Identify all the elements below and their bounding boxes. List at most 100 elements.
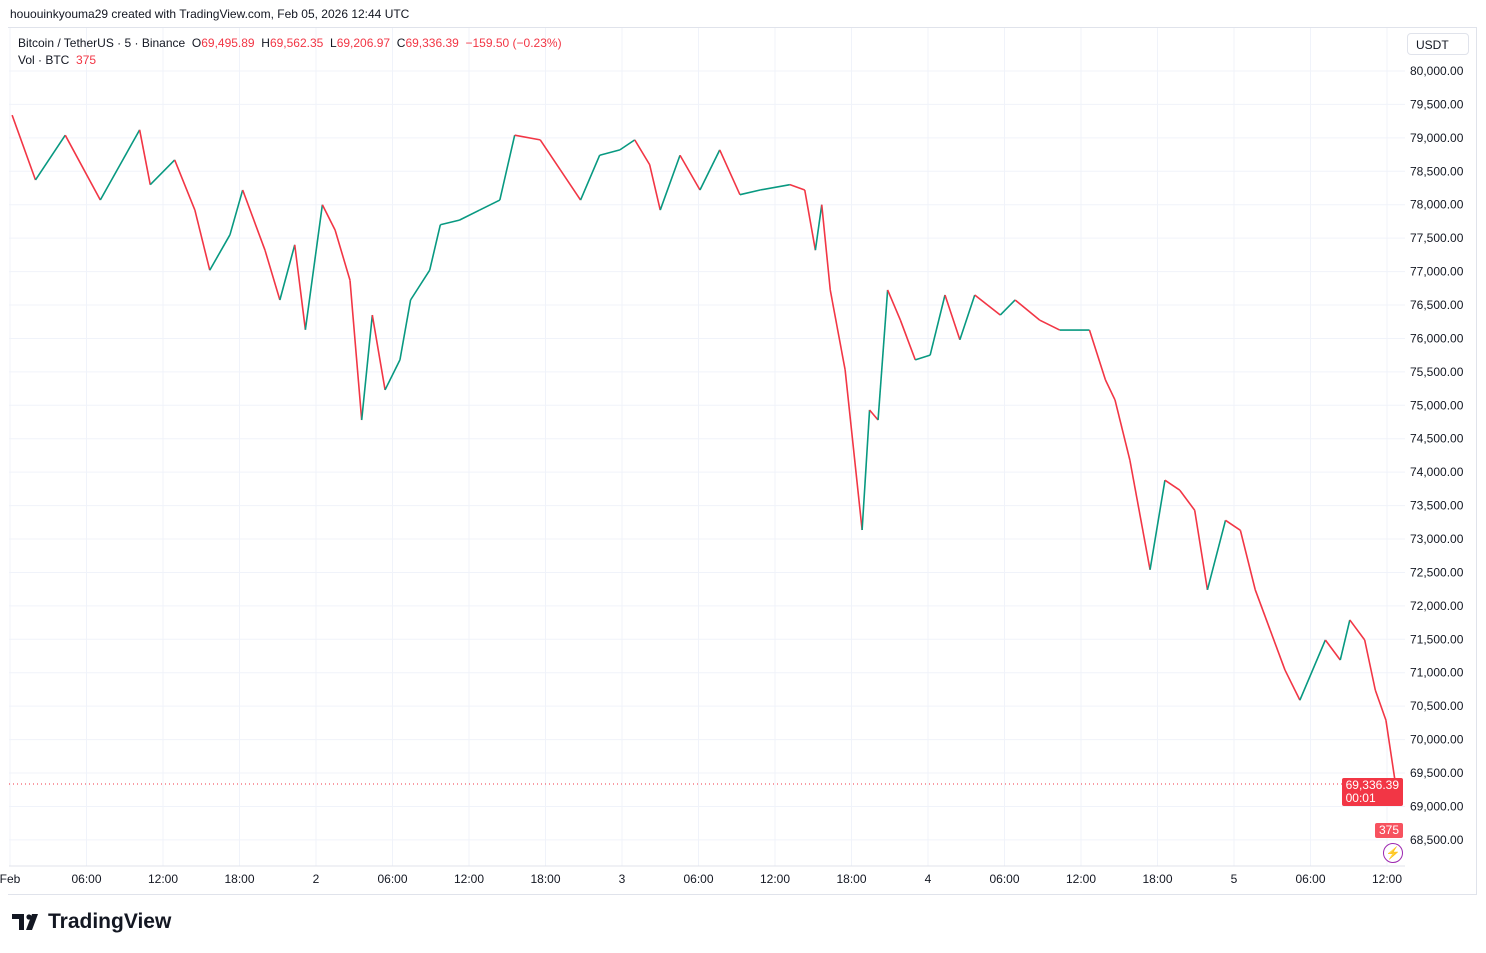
last-price: 69,336.39 (1345, 778, 1399, 792)
y-tick-label: 77,500.00 (1410, 231, 1464, 245)
candle (428, 224, 442, 271)
candle (1206, 520, 1227, 591)
last-price-tag: 69,336.39 00:01 (1341, 778, 1403, 806)
y-tick-label: 70,000.00 (1410, 733, 1464, 747)
candle (360, 314, 374, 421)
x-tick-label: 06:00 (377, 872, 407, 886)
y-tick-label: 72,000.00 (1410, 599, 1464, 613)
y-tick-label: 71,500.00 (1410, 632, 1464, 646)
x-tick-label: 2 (313, 872, 320, 886)
candle (1114, 399, 1131, 461)
candle (759, 183, 791, 191)
candle (99, 129, 141, 201)
x-tick-label: 18:00 (530, 872, 560, 886)
candle (384, 359, 401, 391)
candle (1374, 689, 1387, 721)
y-tick-label: 74,500.00 (1410, 432, 1464, 446)
y-tick-label: 80,000.00 (1410, 64, 1464, 78)
candle (173, 159, 196, 211)
y-tick-label: 70,500.00 (1410, 699, 1464, 713)
candle (1324, 639, 1341, 661)
tradingview-logo[interactable]: TradingView (12, 910, 171, 934)
lightning-icon[interactable]: ⚡ (1383, 843, 1403, 863)
candle (844, 369, 863, 531)
candle (959, 294, 976, 341)
candle (539, 139, 562, 171)
y-tick-label: 78,500.00 (1410, 164, 1464, 178)
x-tick-label: 12:00 (148, 872, 178, 886)
candle (803, 189, 817, 251)
candle (1164, 479, 1181, 491)
y-tick-label: 73,500.00 (1410, 499, 1464, 513)
candle (579, 154, 601, 201)
chart-credit: hououinkyouma29 created with TradingView… (10, 7, 410, 21)
candle (1349, 619, 1366, 641)
candle (1129, 459, 1151, 570)
candle (820, 204, 832, 291)
y-tick-label: 76,000.00 (1410, 331, 1464, 345)
candle (719, 149, 741, 196)
candle (999, 299, 1016, 316)
candle (634, 139, 651, 166)
change-value: −159.50 (−0.23%) (465, 36, 562, 50)
candle (1149, 480, 1166, 570)
candle (149, 159, 176, 186)
brand-name: TradingView (48, 910, 172, 933)
candle (1339, 619, 1351, 661)
bar-countdown: 00:01 (1345, 791, 1376, 805)
x-tick-label: 12:00 (1372, 872, 1402, 886)
candle (334, 229, 351, 281)
y-tick-label: 79,000.00 (1410, 131, 1464, 145)
volume-tag: 375 (1374, 823, 1403, 838)
close-value: 69,336.39 (405, 36, 459, 50)
candle (371, 314, 386, 391)
y-tick-label: 78,000.00 (1410, 198, 1464, 212)
candle (194, 209, 211, 271)
y-tick-label: 71,000.00 (1410, 666, 1464, 680)
candle (648, 164, 662, 211)
volume-label[interactable]: Vol · BTC (18, 53, 70, 67)
candle (877, 289, 889, 421)
candle (440, 219, 460, 226)
chart-frame (8, 27, 1477, 895)
candle (1284, 669, 1301, 701)
candle (1193, 510, 1209, 590)
low-value: 69,206.97 (336, 36, 391, 50)
x-tick-label: 06:00 (71, 872, 101, 886)
candle (739, 189, 761, 196)
candle (1039, 319, 1061, 331)
symbol-name[interactable]: Bitcoin / TetherUS · 5 · Binance (18, 36, 186, 50)
candle (241, 189, 266, 251)
x-tick-label: 06:00 (683, 872, 713, 886)
candle (229, 189, 244, 236)
x-tick-label: 12:00 (760, 872, 790, 886)
y-tick-label: 75,000.00 (1410, 398, 1464, 412)
candle (1363, 639, 1377, 691)
y-tick-label: 77,000.00 (1410, 265, 1464, 279)
candle (409, 269, 431, 301)
x-tick-label: 18:00 (1142, 872, 1172, 886)
x-tick-label: 06:00 (1295, 872, 1325, 886)
currency-unit-button[interactable]: USDT (1407, 33, 1469, 55)
x-tick-label: 18:00 (836, 872, 866, 886)
y-tick-label: 74,000.00 (1410, 465, 1464, 479)
low-label: L (330, 36, 337, 50)
x-tick-label: Feb (0, 872, 21, 886)
symbol-legend: Bitcoin / TetherUS · 5 · Binance O69,495… (18, 35, 562, 69)
close-label: C (396, 36, 406, 50)
candle (1269, 629, 1286, 671)
y-tick-label: 69,000.00 (1410, 799, 1464, 813)
candle (1254, 589, 1271, 631)
candle (479, 199, 501, 211)
candle (499, 135, 516, 201)
candle (11, 114, 37, 181)
candle (699, 149, 721, 191)
tradingview-logo-icon (12, 914, 38, 930)
y-tick-label: 75,500.00 (1410, 365, 1464, 379)
candle (829, 289, 846, 371)
candle (399, 299, 412, 360)
candle (349, 280, 363, 421)
candle (599, 149, 621, 157)
candle (814, 204, 823, 251)
